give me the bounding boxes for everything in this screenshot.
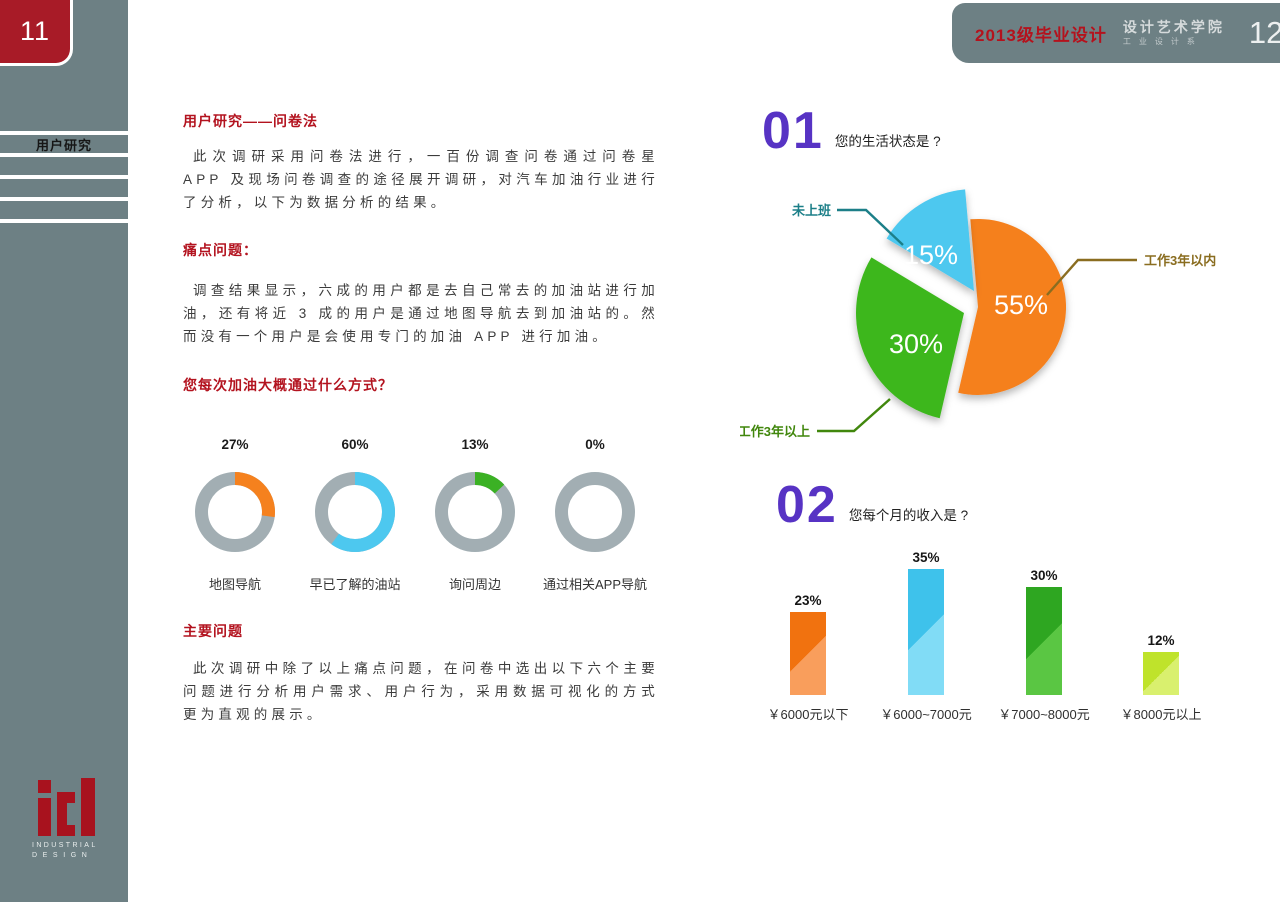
donut-chart: 13% 询问周边	[415, 437, 535, 593]
donut-value-label: 0%	[585, 437, 605, 452]
article-heading-research-method: 用户研究——问卷法	[183, 113, 318, 129]
bar-value-label: 30%	[1030, 568, 1058, 583]
sidebar-item-user-research[interactable]: 用户研究	[0, 135, 128, 153]
left-page-number: 11	[19, 16, 51, 46]
bar-category-label: ￥6000~7000元	[880, 707, 972, 722]
logo-bracket-bottom	[57, 825, 75, 836]
chart-02-question: 您每个月的收入是 ?	[848, 508, 969, 523]
pie-leader-line	[817, 398, 891, 433]
donut-category-label: 早已了解的油站	[309, 577, 401, 592]
chart-02-header: 02 您每个月的收入是 ?	[776, 476, 969, 534]
sidebar-item-empty-2[interactable]	[0, 179, 128, 197]
pie-chart: 55% 工作3年以内 30% 工作3年以上 15% 未上班	[740, 189, 1216, 439]
donut-category-label: 询问周边	[448, 577, 501, 592]
donut-row: 27% 地图导航 60% 早已了解的油站 13% 询问周边 0% 通过相关APP导航	[175, 437, 655, 593]
donut-chart: 0% 通过相关APP导航	[535, 437, 655, 593]
donut-value-label: 13%	[461, 437, 489, 452]
sidebar-item-label: 用户研究	[35, 137, 92, 153]
donut-ring	[315, 472, 395, 552]
bar-category-label: ￥8000元以上	[1120, 707, 1202, 722]
donut-ring	[555, 472, 635, 552]
article-heading-pain-points: 痛点问题：	[183, 242, 258, 258]
donut-category-label: 地图导航	[208, 577, 261, 592]
pie-leader-line	[837, 208, 904, 246]
donut-chart: 60% 早已了解的油站	[295, 437, 415, 593]
donut-value-label: 60%	[341, 437, 369, 452]
left-page-number-box: 11	[0, 0, 73, 66]
article-heading-main-questions: 主要问题	[183, 623, 243, 639]
bar-category-label: ￥6000元以下	[767, 707, 849, 722]
article-heading-refuel-method-question: 您每次加油大概通过什么方式？	[183, 377, 393, 393]
pie-slice	[886, 189, 974, 291]
chart-01-number: 01	[762, 102, 824, 160]
bar-value-label: 12%	[1147, 633, 1175, 648]
bar-chart: 23% ￥6000元以下 35% ￥6000~7000元 30% ￥7000~8000元 1…	[760, 545, 1202, 725]
logo-text-design: DESIGN	[32, 852, 93, 859]
chart-02-number: 02	[776, 476, 838, 534]
donut-value-label: 27%	[221, 437, 249, 452]
donut-ring	[195, 472, 275, 552]
logo-d-stem	[81, 778, 95, 836]
industrial-design-logo: INDUSTRIAL DESIGN	[28, 778, 108, 868]
chart-01-header: 01 您的生活状态是 ?	[762, 102, 941, 160]
pie-value-label: 55%	[994, 290, 1048, 320]
pie-value-label: 15%	[904, 240, 958, 270]
logo-text-industrial: INDUSTRIAL	[32, 842, 98, 849]
logo-i-stem	[38, 798, 51, 836]
chart-01-question: 您的生活状态是 ?	[834, 134, 941, 149]
pie-slice-label: 工作3年以内	[1144, 253, 1216, 268]
pie-slice-label: 工作3年以上	[740, 424, 810, 439]
sidebar-block-bottom	[0, 223, 128, 902]
pie-slice	[958, 218, 1067, 395]
pie-leader-line	[1046, 258, 1137, 296]
header-school-line1: 设计艺术学院	[1122, 19, 1225, 35]
bar-value-label: 23%	[794, 593, 822, 608]
bar-category-label: ￥7000~8000元	[998, 707, 1090, 722]
pie-slice-label: 未上班	[791, 203, 831, 218]
donut-chart: 27% 地图导航	[175, 437, 295, 593]
sidebar-item-empty-3[interactable]	[0, 201, 128, 219]
article-paragraph-3: 此次调研中除了以上痛点问题，在问卷中选出以下六个主要问题进行分析用户需求、用户行…	[183, 661, 659, 722]
header-bar: 2013级毕业设计 设计艺术学院 工业设计系 12	[952, 3, 1280, 63]
pie-value-label: 30%	[889, 329, 943, 359]
header-school-line2: 工业设计系	[1122, 37, 1203, 46]
sidebar: 用户研究 11 INDUSTRIAL DESIGN	[0, 0, 128, 902]
donut-category-label: 通过相关APP导航	[542, 577, 647, 592]
header-school-block: 设计艺术学院 工业设计系	[1123, 20, 1225, 46]
bar	[790, 612, 826, 695]
bar-value-label: 35%	[912, 550, 940, 565]
bar	[908, 569, 944, 695]
article-paragraph-2: 调查结果显示，六成的用户都是去自己常去的加油站进行加油，还有将近 3 成的用户是…	[183, 283, 659, 344]
sidebar-item-empty-1[interactable]	[0, 157, 128, 175]
bar	[1143, 652, 1179, 695]
bar	[1026, 587, 1062, 695]
pie-slice	[856, 257, 964, 419]
logo-bracket-stem	[57, 792, 67, 836]
header-title: 2013级毕业设计	[975, 25, 1107, 45]
article-paragraph-1: 此次调研采用问卷法进行，一百份调查问卷通过问卷星 APP 及现场问卷调查的途径展…	[183, 149, 659, 210]
donut-ring	[435, 472, 515, 552]
right-page-number: 12	[1248, 15, 1280, 50]
logo-i-dot	[38, 780, 51, 793]
